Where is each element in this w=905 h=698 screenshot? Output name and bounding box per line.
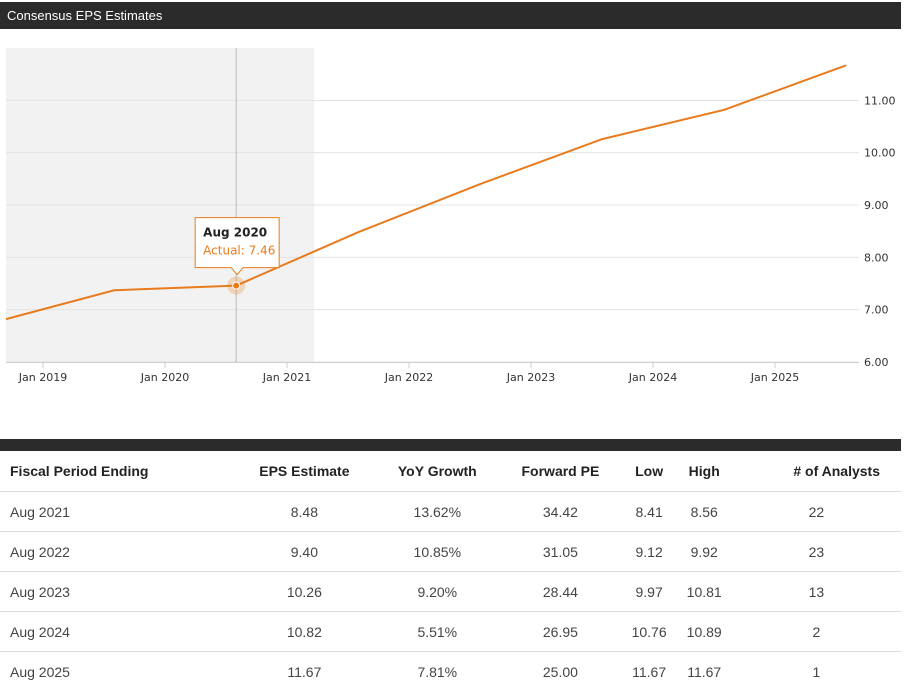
- table-row: Aug 2022 9.40 10.85% 31.05 9.12 9.92 23: [0, 531, 901, 572]
- table-header-bar: [0, 439, 901, 451]
- cell-forward-pe: 31.05: [499, 531, 622, 572]
- y-tick-label: 11.00: [864, 94, 896, 107]
- col-header-low[interactable]: Low: [635, 463, 664, 479]
- cell-fiscal-period: Aug 2021: [0, 491, 234, 532]
- eps-line-chart[interactable]: 6.00 7.00 8.00 9.00 10.00 11.00 Jan 2019 Jan 20…: [0, 30, 901, 430]
- data-point-marker: [232, 281, 241, 290]
- cell-high: 11.67: [676, 651, 732, 691]
- cell-forward-pe: 25.00: [499, 651, 622, 691]
- cell-fiscal-period: Aug 2025: [0, 651, 234, 691]
- cell-yoy-growth: 10.85%: [375, 531, 500, 572]
- col-header-yoy-growth[interactable]: YoY Growth: [397, 463, 477, 479]
- x-tick-label: Jan 2021: [262, 371, 311, 384]
- cell-analysts: 1: [731, 651, 901, 691]
- cell-high: 10.89: [676, 611, 732, 652]
- y-tick-label: 8.00: [864, 251, 889, 264]
- cell-analysts: 22: [731, 491, 901, 532]
- col-header-high[interactable]: High: [688, 463, 720, 479]
- tooltip-title: Aug 2020: [203, 226, 267, 240]
- col-header-eps-estimate[interactable]: EPS Estimate: [259, 463, 350, 479]
- table-row: Aug 2024 10.82 5.51% 26.95 10.76 10.89 2: [0, 611, 901, 652]
- cell-low: 11.67: [621, 651, 677, 691]
- cell-yoy-growth: 9.20%: [375, 571, 500, 612]
- x-tick-label: Jan 2020: [140, 371, 189, 384]
- cell-high: 10.81: [676, 571, 732, 612]
- x-tick-label: Jan 2024: [628, 371, 677, 384]
- cell-eps-estimate: 9.40: [233, 531, 376, 572]
- cell-low: 8.41: [621, 491, 677, 532]
- chart-title: Consensus EPS Estimates: [7, 8, 163, 23]
- cell-eps-estimate: 10.82: [233, 611, 376, 652]
- table-row: Aug 2025 11.67 7.81% 25.00 11.67 11.67 1: [0, 651, 901, 691]
- cell-yoy-growth: 13.62%: [375, 491, 500, 532]
- cell-high: 9.92: [676, 531, 732, 572]
- cell-analysts: 2: [731, 611, 901, 652]
- cell-fiscal-period: Aug 2022: [0, 531, 234, 572]
- col-header-forward-pe[interactable]: Forward PE: [521, 463, 600, 479]
- cell-eps-estimate: 11.67: [233, 651, 376, 691]
- y-tick-label: 9.00: [864, 199, 889, 212]
- cell-eps-estimate: 10.26: [233, 571, 376, 612]
- cell-analysts: 23: [731, 531, 901, 572]
- cell-yoy-growth: 7.81%: [375, 651, 500, 691]
- cell-fiscal-period: Aug 2023: [0, 571, 234, 612]
- x-tick-label: Jan 2022: [384, 371, 433, 384]
- cell-eps-estimate: 8.48: [233, 491, 376, 532]
- x-tick-label: Jan 2019: [18, 371, 67, 384]
- table-row: Aug 2021 8.48 13.62% 34.42 8.41 8.56 22: [0, 491, 901, 532]
- cell-low: 9.12: [621, 531, 677, 572]
- table-row: Aug 2023 10.26 9.20% 28.44 9.97 10.81 13: [0, 571, 901, 612]
- col-header-analysts[interactable]: # of Analysts: [793, 463, 880, 479]
- x-tick-label: Jan 2023: [506, 371, 555, 384]
- cell-low: 9.97: [621, 571, 677, 612]
- y-tick-label: 6.00: [864, 356, 889, 369]
- eps-series-line: [5, 64, 847, 321]
- tooltip-value: Actual: 7.46: [203, 244, 275, 258]
- x-tick-label: Jan 2025: [750, 371, 799, 384]
- cell-forward-pe: 34.42: [499, 491, 622, 532]
- cell-analysts: 13: [731, 571, 901, 612]
- cell-fiscal-period: Aug 2024: [0, 611, 234, 652]
- tooltip-box: [194, 217, 280, 276]
- y-tick-label: 10.00: [864, 147, 896, 160]
- cell-yoy-growth: 5.51%: [375, 611, 500, 652]
- eps-estimates-table: Fiscal Period Ending EPS Estimate YoY Gr…: [0, 451, 901, 691]
- chart-panel-header: Consensus EPS Estimates: [0, 2, 901, 29]
- table-header-row: Fiscal Period Ending EPS Estimate YoY Gr…: [0, 451, 901, 492]
- cell-forward-pe: 28.44: [499, 571, 622, 612]
- y-tick-label: 7.00: [864, 304, 889, 317]
- col-header-fiscal-period[interactable]: Fiscal Period Ending: [10, 463, 149, 479]
- cell-forward-pe: 26.95: [499, 611, 622, 652]
- cell-low: 10.76: [621, 611, 677, 652]
- cell-high: 8.56: [676, 491, 732, 532]
